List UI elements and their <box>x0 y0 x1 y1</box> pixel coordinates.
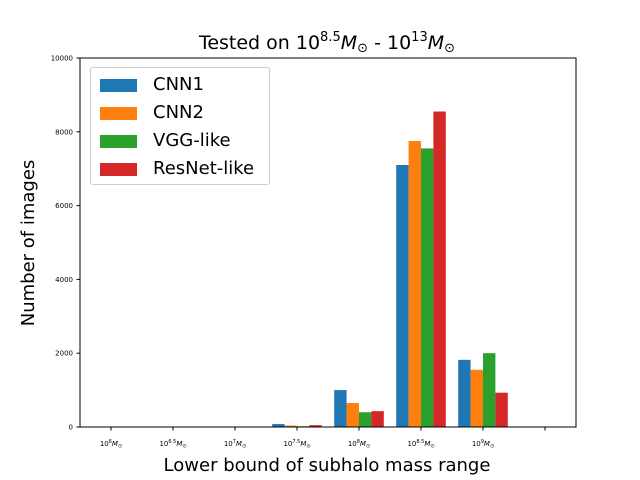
y-tick-label: 10000 <box>51 55 73 63</box>
legend-swatch-cnn2 <box>100 107 137 120</box>
legend-label-vgg-like: VGG-like <box>153 130 231 151</box>
bar-resnet-like-3 <box>309 425 322 427</box>
chart-title: Tested on 108.5M⊙ - 1013M⊙ <box>198 30 455 56</box>
bar-resnet-like-6 <box>495 392 508 427</box>
bar-cnn1-6 <box>458 359 471 427</box>
x-tick-label: 106.5M⊙ <box>159 439 186 450</box>
bar-vgg-like-5 <box>421 148 434 427</box>
bar-cnn2-5 <box>408 141 421 427</box>
bar-cnn1-3 <box>272 424 285 427</box>
y-axis: 0 2000 4000 6000 8000 10000 <box>51 55 80 432</box>
bar-resnet-like-5 <box>433 111 446 427</box>
bar-cnn1-4 <box>334 390 347 427</box>
axes-frame <box>79 57 577 428</box>
legend: CNN1 CNN2 VGG-like ResNet-like <box>90 67 270 185</box>
legend-label-cnn1: CNN1 <box>153 74 204 95</box>
bar-cnn2-6 <box>470 369 483 427</box>
x-tick-label: 108M⊙ <box>348 439 370 450</box>
bar-cnn2-4 <box>346 403 359 427</box>
x-tick-label: 106M⊙ <box>100 439 122 450</box>
legend-swatch-resnet-like <box>100 163 137 176</box>
y-tick-label: 0 <box>69 424 73 432</box>
x-tick-label: 108.5M⊙ <box>407 439 434 450</box>
legend-swatch-vgg-like <box>100 135 137 148</box>
legend-label-resnet-like: ResNet-like <box>153 158 255 179</box>
y-tick-label: 4000 <box>55 276 73 284</box>
y-axis-label: Number of images <box>18 160 39 327</box>
y-tick-label: 6000 <box>55 202 73 210</box>
y-tick-label: 2000 <box>55 350 73 358</box>
bar-vgg-like-6 <box>483 353 496 427</box>
legend-label-cnn2: CNN2 <box>153 102 204 123</box>
legend-swatch-cnn1 <box>100 79 137 92</box>
x-tick-label: 107M⊙ <box>224 439 246 450</box>
x-tick-label: 107.5M⊙ <box>283 439 310 450</box>
x-tick-label: 109M⊙ <box>472 439 494 450</box>
bar-cnn1-5 <box>396 165 409 427</box>
x-axis: 106M⊙ 106.5M⊙ 107M⊙ 107.5M⊙ 108M⊙ 108.5M⊙ 109M… <box>100 427 546 450</box>
x-axis-label: Lower bound of subhalo mass range <box>164 455 491 476</box>
y-tick-label: 8000 <box>55 128 73 136</box>
bar-cnn2-3 <box>284 425 297 427</box>
bar-resnet-like-4 <box>371 411 384 427</box>
bars-group <box>272 111 508 427</box>
bar-vgg-like-4 <box>359 412 372 427</box>
